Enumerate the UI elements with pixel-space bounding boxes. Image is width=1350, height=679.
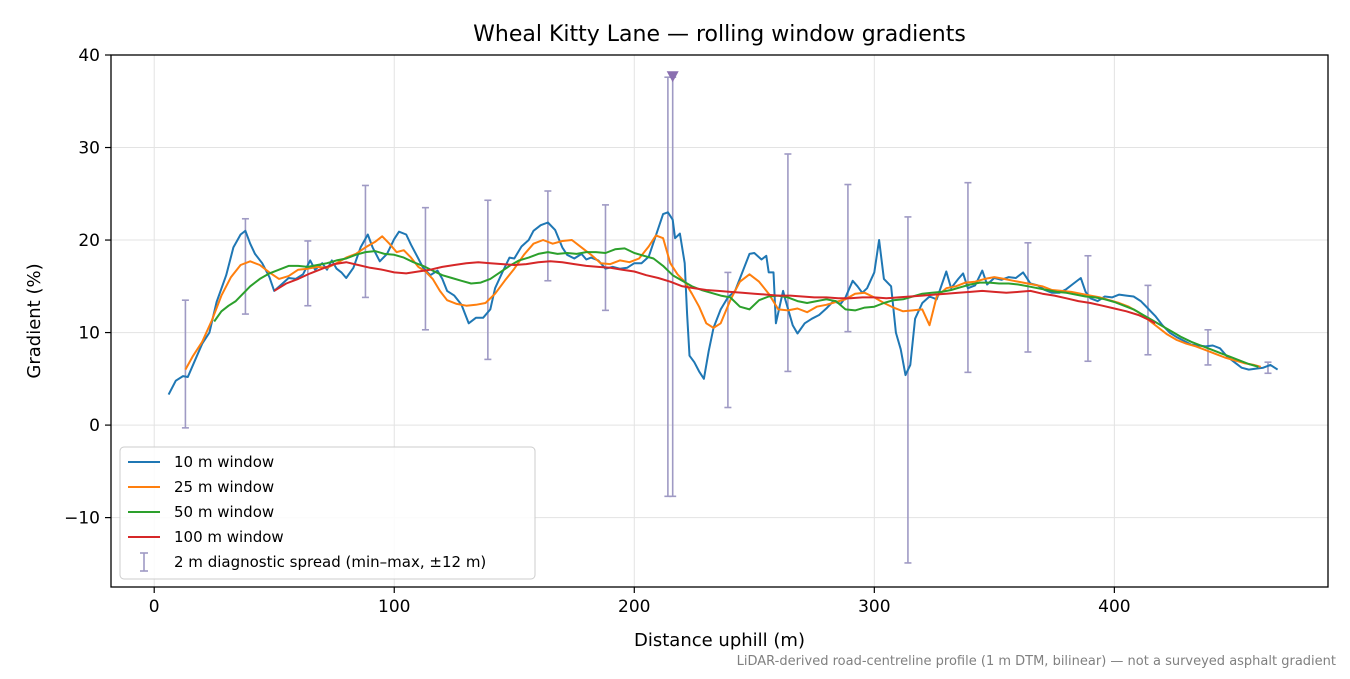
legend-label: 10 m window [174,453,274,471]
error-bar [844,183,852,333]
legend-box [119,446,536,580]
footnote: LiDAR-derived road-centreline profile (1… [737,654,1336,669]
error-bar [669,76,677,498]
y-tick-label: −10 [64,509,100,529]
error-bar [304,240,312,307]
y-tick-label: 30 [78,139,100,159]
error-bar [1024,242,1032,353]
y-tick-label: 20 [78,231,100,251]
x-tick-label: 0 [149,597,160,617]
y-tick-label: 10 [78,324,100,344]
legend-item: 2 m diagnostic spread (min–max, ±12 m) [140,552,486,572]
legend-label: 2 m diagnostic spread (min–max, ±12 m) [174,553,486,571]
series-line-3 [213,247,1259,368]
legend-label: 100 m window [174,528,284,546]
axis-ticks: 0 100 200 300 400 −10 0 10 20 30 40 [64,46,1130,617]
legend: 10 m window 25 m window 50 m window 100 m w… [119,446,536,580]
legend-item: 25 m window [128,478,274,496]
x-tick-label: 200 [618,597,650,617]
legend-item: 50 m window [128,503,274,521]
error-bar [964,181,972,374]
y-tick-label: 40 [78,46,100,66]
series-line-4 [273,260,1156,325]
plot-area [167,71,1279,564]
error-bar [544,190,552,282]
error-bar [421,206,429,331]
legend-swatch [140,552,148,572]
legend-label: 50 m window [174,503,274,521]
error-bar [664,76,672,498]
error-bar [241,217,249,315]
plot-frame [110,54,1329,588]
y-tick-label: 0 [89,416,100,436]
error-bar [601,204,609,312]
error-bar [904,216,912,564]
series-line-2 [184,234,1262,371]
error-bar [784,153,792,373]
chart-title: Wheal Kitty Lane — rolling window gradie… [473,22,966,47]
error-bar [361,184,369,299]
x-tick-label: 100 [378,597,410,617]
x-axis-title: Distance uphill (m) [634,630,805,651]
error-bar [724,271,732,409]
legend-item: 10 m window [128,453,274,471]
x-tick-label: 400 [1098,597,1130,617]
error-bar [1084,254,1092,363]
peak-marker [666,71,679,83]
legend-label: 25 m window [174,478,274,496]
legend-item: 100 m window [128,528,284,546]
error-bar [181,299,189,429]
x-tick-label: 300 [858,597,890,617]
error-bar [1264,361,1272,375]
y-axis-title: Gradient (%) [24,263,45,378]
